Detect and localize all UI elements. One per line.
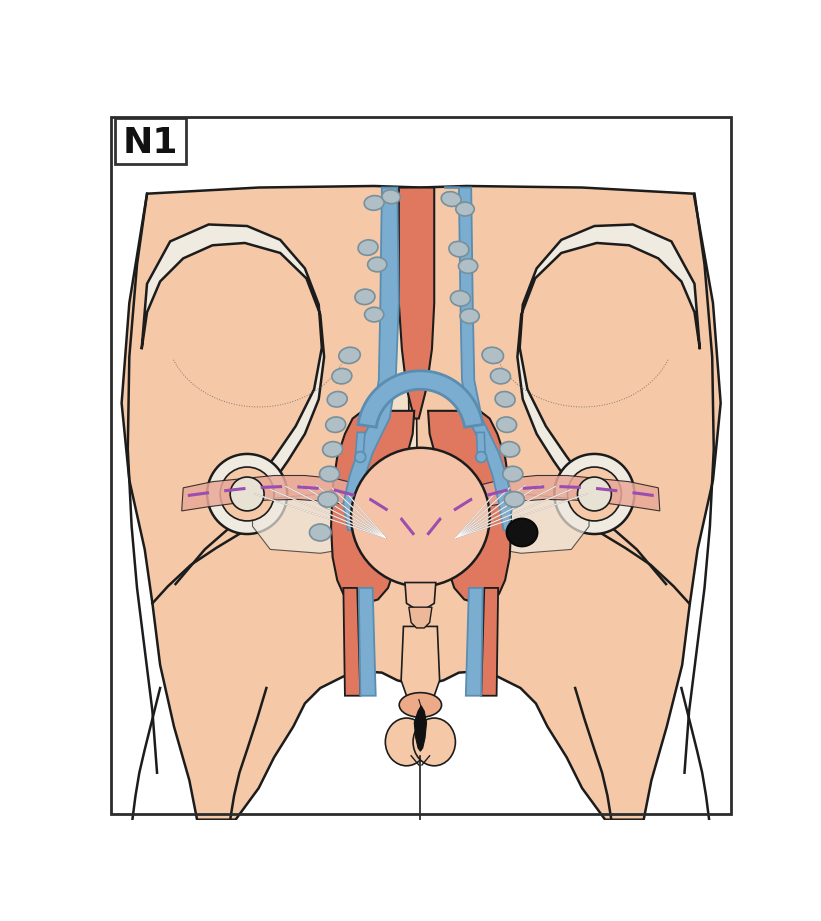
Ellipse shape xyxy=(323,441,342,457)
Ellipse shape xyxy=(399,693,442,717)
Polygon shape xyxy=(399,188,434,418)
Ellipse shape xyxy=(326,417,346,432)
Ellipse shape xyxy=(482,347,503,364)
Polygon shape xyxy=(409,607,432,628)
Polygon shape xyxy=(452,494,589,554)
FancyBboxPatch shape xyxy=(115,118,186,164)
Polygon shape xyxy=(358,371,483,427)
Circle shape xyxy=(220,467,274,521)
Ellipse shape xyxy=(382,190,401,204)
Ellipse shape xyxy=(318,492,338,507)
Ellipse shape xyxy=(339,347,360,364)
Ellipse shape xyxy=(310,524,331,541)
Ellipse shape xyxy=(449,241,469,257)
Ellipse shape xyxy=(355,289,375,305)
Polygon shape xyxy=(466,588,483,695)
Polygon shape xyxy=(420,472,521,511)
Polygon shape xyxy=(405,582,436,610)
Polygon shape xyxy=(517,225,699,499)
Polygon shape xyxy=(343,188,399,530)
Polygon shape xyxy=(444,188,513,530)
Polygon shape xyxy=(181,475,390,511)
Text: N1: N1 xyxy=(122,126,178,160)
Ellipse shape xyxy=(458,259,478,274)
Ellipse shape xyxy=(328,391,347,407)
Circle shape xyxy=(355,451,365,462)
Ellipse shape xyxy=(385,718,428,765)
Polygon shape xyxy=(452,475,660,511)
Polygon shape xyxy=(320,472,420,511)
Polygon shape xyxy=(331,411,415,603)
Ellipse shape xyxy=(500,441,520,457)
Ellipse shape xyxy=(365,195,384,210)
Ellipse shape xyxy=(490,368,511,384)
Polygon shape xyxy=(406,188,417,480)
Ellipse shape xyxy=(504,492,525,507)
Ellipse shape xyxy=(441,192,461,206)
Polygon shape xyxy=(142,225,324,499)
Circle shape xyxy=(567,467,621,521)
Polygon shape xyxy=(401,626,439,700)
Ellipse shape xyxy=(365,308,383,321)
Ellipse shape xyxy=(413,718,456,765)
Ellipse shape xyxy=(507,519,538,546)
Circle shape xyxy=(351,448,489,587)
Circle shape xyxy=(577,477,612,511)
Polygon shape xyxy=(385,188,410,480)
Ellipse shape xyxy=(332,368,352,384)
Circle shape xyxy=(554,454,635,534)
Ellipse shape xyxy=(502,466,523,482)
Ellipse shape xyxy=(456,202,475,216)
Polygon shape xyxy=(359,588,376,695)
Ellipse shape xyxy=(319,466,340,482)
Ellipse shape xyxy=(368,257,387,272)
Circle shape xyxy=(230,477,264,511)
Ellipse shape xyxy=(497,417,516,432)
Polygon shape xyxy=(415,705,427,752)
Polygon shape xyxy=(428,411,511,603)
Polygon shape xyxy=(476,432,485,453)
Polygon shape xyxy=(343,588,360,695)
Ellipse shape xyxy=(358,239,378,255)
Ellipse shape xyxy=(495,391,515,407)
Ellipse shape xyxy=(451,291,470,306)
Polygon shape xyxy=(253,494,390,554)
Circle shape xyxy=(476,451,487,462)
Circle shape xyxy=(207,454,287,534)
Polygon shape xyxy=(355,432,365,453)
Polygon shape xyxy=(481,588,498,695)
Polygon shape xyxy=(122,186,721,820)
Ellipse shape xyxy=(460,309,479,323)
